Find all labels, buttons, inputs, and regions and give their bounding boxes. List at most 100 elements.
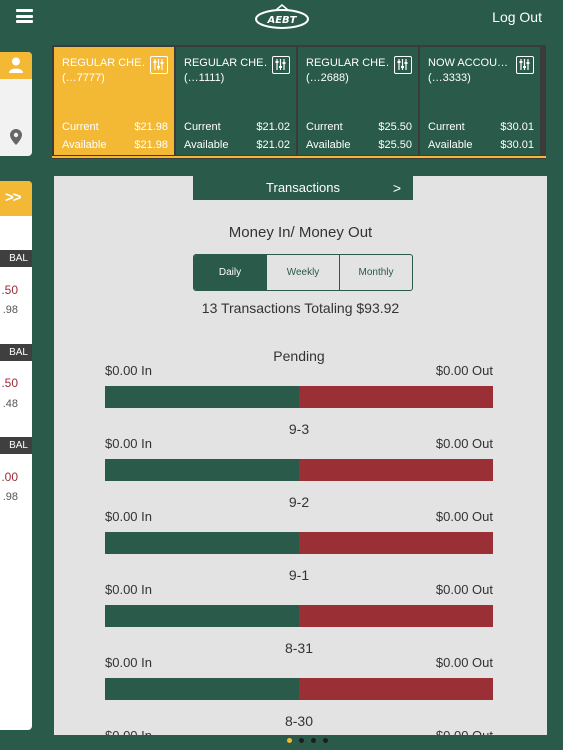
page-dot[interactable] — [323, 738, 328, 743]
side-value: .00 — [1, 470, 18, 484]
side-bal-label: BAL — [9, 440, 28, 451]
money-out-amount: $0.00 Out — [435, 363, 493, 378]
bank-logo: AEBT — [255, 4, 309, 29]
segment-monthly[interactable]: Monthly — [358, 267, 394, 278]
app-header: AEBT Log Out — [0, 0, 563, 34]
available-label: Available — [62, 139, 107, 151]
page-dot[interactable] — [299, 738, 304, 743]
current-balance: $30.01 — [500, 121, 534, 133]
account-settings-icon[interactable] — [394, 56, 412, 74]
money-out-bar — [299, 678, 493, 700]
in-out-bar — [105, 678, 493, 700]
in-out-group: 8-31 $0.00 In $0.00 Out — [105, 640, 493, 700]
transactions-tab[interactable]: Transactions > — [193, 176, 413, 200]
account-card[interactable]: REGULAR CHE… (…7777) Current $21.98 Avail… — [54, 47, 174, 155]
account-settings-icon[interactable] — [516, 56, 534, 74]
account-card[interactable]: NOW ACCOU… (…3333) Current $30.01 Availab… — [420, 47, 540, 155]
side-bal-header: BAL — [0, 250, 32, 267]
period-segmented-control[interactable]: Daily Weekly Monthly — [193, 254, 413, 291]
group-date-label: 9-1 — [288, 567, 310, 583]
account-number: (…1111) — [184, 72, 225, 84]
in-out-bar — [105, 459, 493, 481]
page-dot[interactable] — [287, 738, 292, 743]
page-dot[interactable] — [311, 738, 316, 743]
account-number: (…7777) — [62, 72, 105, 84]
user-icon — [9, 57, 23, 73]
money-in-amount: $0.00 In — [105, 363, 152, 378]
account-settings-icon[interactable] — [150, 56, 168, 74]
current-label: Current — [62, 121, 99, 133]
available-balance: $21.02 — [256, 139, 290, 151]
location-pin-icon[interactable] — [10, 129, 22, 145]
in-out-group: 9-1 $0.00 In $0.00 Out — [105, 567, 493, 627]
available-balance: $30.01 — [500, 139, 534, 151]
in-out-group: Pending $0.00 In $0.00 Out — [105, 348, 493, 408]
current-label: Current — [428, 121, 465, 133]
in-out-group: 9-2 $0.00 In $0.00 Out — [105, 494, 493, 554]
in-out-bar — [105, 532, 493, 554]
account-settings-icon[interactable] — [272, 56, 290, 74]
side-bal-label: BAL — [9, 253, 28, 264]
money-out-amount: $0.00 Out — [435, 582, 493, 597]
money-out-amount: $0.00 Out — [435, 436, 493, 451]
side-value-secondary: .98 — [2, 304, 18, 316]
chevron-right-icon: > — [392, 180, 401, 196]
account-name: REGULAR CHE… — [62, 57, 146, 69]
account-name: REGULAR CHE… — [184, 57, 268, 69]
current-balance: $21.98 — [134, 121, 168, 133]
money-in-bar — [105, 532, 299, 554]
money-out-bar — [299, 459, 493, 481]
current-label: Current — [306, 121, 343, 133]
segment-daily[interactable]: Daily — [194, 255, 267, 290]
money-out-amount: $0.00 Out — [436, 728, 493, 735]
money-in-bar — [105, 459, 299, 481]
money-in-amount: $0.00 In — [105, 436, 152, 451]
available-balance: $21.98 — [134, 139, 168, 151]
expand-chevron-icon[interactable]: >> — [0, 181, 32, 216]
account-name: NOW ACCOU… — [428, 57, 509, 69]
available-balance: $25.50 — [378, 139, 412, 151]
available-label: Available — [428, 139, 473, 151]
group-date-label: 9-3 — [288, 421, 310, 437]
group-date-label: 9-2 — [288, 494, 310, 510]
account-number: (…3333) — [428, 72, 471, 84]
side-value-secondary: .98 — [2, 491, 18, 503]
logout-button[interactable]: Log Out — [492, 9, 542, 25]
transactions-summary: 13 Transactions Totaling $93.92 — [201, 300, 400, 316]
side-value: .50 — [1, 376, 18, 390]
side-bal-header: BAL — [0, 437, 32, 454]
money-in-out-panel: Transactions > Money In/ Money Out Daily… — [54, 176, 547, 735]
side-value: .50 — [1, 283, 18, 297]
current-balance: $25.50 — [378, 121, 412, 133]
account-name: REGULAR CHE… — [306, 57, 390, 69]
account-carousel[interactable]: REGULAR CHE… (…7777) Current $21.98 Avail… — [52, 45, 546, 159]
hamburger-menu-icon[interactable] — [16, 9, 33, 23]
available-label: Available — [306, 139, 351, 151]
side-profile-card[interactable] — [0, 52, 32, 156]
segment-weekly[interactable]: Weekly — [267, 255, 340, 290]
money-in-bar — [105, 678, 299, 700]
money-in-amount: $0.00 In — [105, 728, 152, 735]
money-in-bar — [105, 386, 299, 408]
money-in-bar — [105, 605, 299, 627]
in-out-group: 9-3 $0.00 In $0.00 Out — [105, 421, 493, 481]
money-out-bar — [299, 532, 493, 554]
account-card[interactable]: REGULAR CHE… (…1111) Current $21.02 Avail… — [176, 47, 296, 155]
user-box[interactable] — [0, 52, 32, 79]
page-indicator[interactable] — [287, 738, 335, 743]
current-balance: $21.02 — [256, 121, 290, 133]
account-number: (…2688) — [306, 72, 349, 84]
group-date-label: 8-30 — [284, 713, 314, 729]
money-out-bar — [299, 605, 493, 627]
money-out-bar — [299, 386, 493, 408]
money-in-out-title: Money In/ Money Out — [228, 224, 373, 241]
account-card[interactable]: REGULAR CHE… (…2688) Current $25.50 Avail… — [298, 47, 418, 155]
side-bal-header: BAL — [0, 344, 32, 361]
group-date-label: 8-31 — [284, 640, 314, 656]
account-carousel-underline — [52, 156, 546, 158]
money-in-amount: $0.00 In — [105, 655, 152, 670]
transactions-tab-label: Transactions — [266, 180, 340, 195]
in-out-group: 8-30 $0.00 In $0.00 Out — [105, 713, 493, 735]
side-bal-label: BAL — [9, 347, 28, 358]
in-out-bar — [105, 605, 493, 627]
